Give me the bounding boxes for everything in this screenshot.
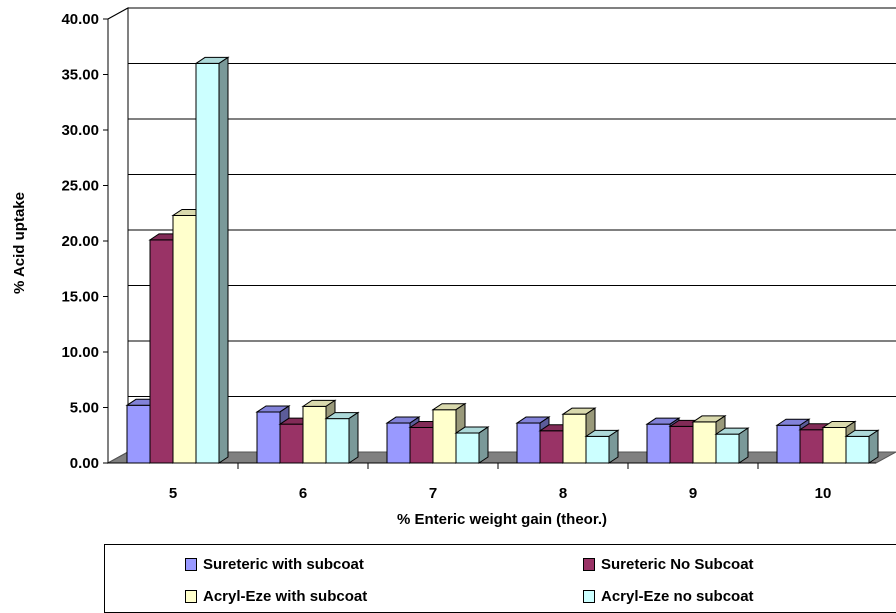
bar (456, 427, 488, 463)
bar-front (540, 431, 563, 463)
x-tick-label: 8 (559, 485, 567, 502)
legend: Sureteric with subcoat Sureteric No Subc… (104, 544, 896, 613)
bar-front (280, 424, 303, 463)
x-tick-label: 5 (169, 485, 177, 502)
legend-swatch (583, 590, 595, 603)
bar-front (127, 405, 150, 463)
legend-item: Sureteric with subcoat (185, 556, 364, 573)
bar (196, 57, 228, 463)
bar-side (349, 413, 358, 463)
bar-front (456, 433, 479, 463)
y-tick-label: 5.00 (70, 400, 99, 417)
y-tick-label: 30.00 (61, 122, 99, 139)
y-axis-title: % Acid uptake (11, 192, 28, 294)
bar-front (586, 436, 609, 463)
legend-label: Sureteric with subcoat (203, 556, 364, 573)
bar-front (517, 423, 540, 463)
bar-front (647, 424, 670, 463)
legend-swatch (185, 590, 197, 603)
bar-front (326, 419, 349, 463)
bar-front (410, 427, 433, 463)
legend-label: Acryl-Eze with subcoat (203, 588, 367, 605)
bars (127, 57, 878, 463)
legend-label: Sureteric No Subcoat (601, 556, 754, 573)
bar-front (800, 430, 823, 463)
x-tick-label: 10 (815, 485, 832, 502)
x-tick-labels: 5 6 7 8 9 10 (169, 485, 832, 502)
y-tick-label: 0.00 (70, 455, 99, 472)
bar-front (693, 422, 716, 463)
bar-front (563, 414, 586, 463)
y-tick-label: 20.00 (61, 233, 99, 250)
side-wall (108, 8, 128, 463)
x-tick-label: 6 (299, 485, 307, 502)
bar-front (670, 426, 693, 463)
bar (586, 430, 618, 463)
bar-front (387, 423, 410, 463)
bar-front (433, 410, 456, 463)
bar (846, 430, 878, 463)
y-tick-label: 40.00 (61, 11, 99, 28)
legend-swatch (185, 558, 197, 571)
y-tick-label: 25.00 (61, 178, 99, 195)
bar-side (739, 428, 748, 463)
bar-front (716, 434, 739, 463)
bar-side (219, 57, 228, 463)
legend-item: Acryl-Eze with subcoat (185, 588, 367, 605)
bar-front (846, 436, 869, 463)
bar-front (777, 425, 800, 463)
bar-front (257, 412, 280, 463)
x-axis-title: % Enteric weight gain (theor.) (397, 511, 607, 528)
legend-label: Acryl-Eze no subcoat (601, 588, 754, 605)
bar-side (479, 427, 488, 463)
bar-side (869, 430, 878, 463)
bar-front (196, 63, 219, 463)
bar (326, 413, 358, 463)
bar-front (823, 427, 846, 463)
y-tick-label: 35.00 (61, 67, 99, 84)
y-tick-labels: 0.00 5.00 10.00 15.00 20.00 25.00 30.00 35.00 40… (61, 11, 99, 472)
y-tick-label: 10.00 (61, 344, 99, 361)
legend-item: Acryl-Eze no subcoat (583, 588, 754, 605)
bar (716, 428, 748, 463)
legend-item: Sureteric No Subcoat (583, 556, 754, 573)
legend-swatch (583, 558, 595, 571)
bar-front (303, 406, 326, 463)
bar-front (173, 215, 196, 463)
bar-front (150, 240, 173, 463)
x-tick-label: 9 (689, 485, 697, 502)
bar-chart: 0.00 5.00 10.00 15.00 20.00 25.00 30.00 35.00 40… (0, 0, 896, 544)
y-tick-label: 15.00 (61, 289, 99, 306)
x-tick-label: 7 (429, 485, 437, 502)
bar-side (609, 430, 618, 463)
